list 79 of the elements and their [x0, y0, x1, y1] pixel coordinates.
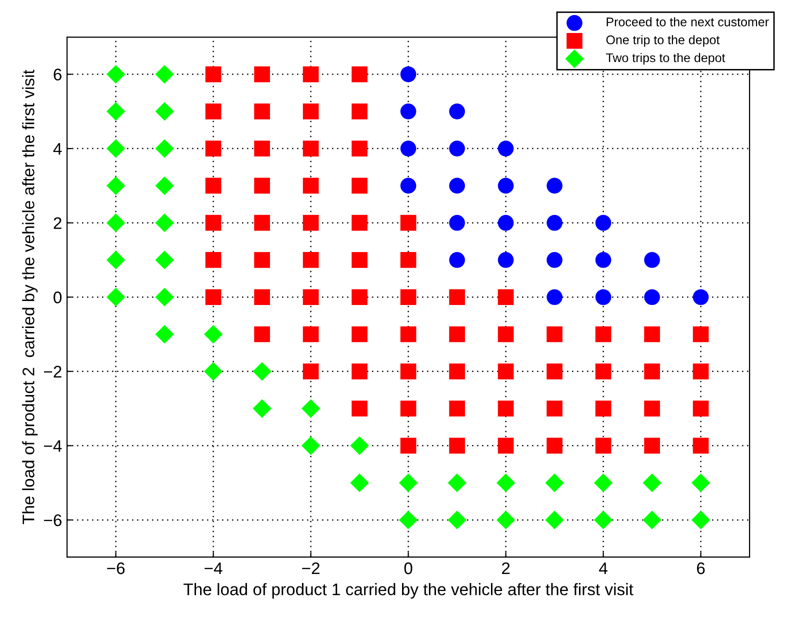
- point: [594, 474, 613, 492]
- x-tick-label: −2: [302, 562, 320, 574]
- y-tick-label: 0: [54, 292, 62, 304]
- point: [449, 252, 465, 268]
- point: [642, 474, 662, 492]
- point: [642, 510, 662, 530]
- point: [644, 289, 660, 306]
- point: [155, 176, 174, 196]
- point: [545, 474, 564, 492]
- point: [496, 510, 516, 530]
- point: [498, 252, 514, 268]
- point: [400, 66, 416, 82]
- point: [400, 104, 416, 120]
- y-tick-label: 6: [54, 68, 62, 80]
- y-tick-label: −4: [44, 440, 62, 452]
- point: [106, 214, 126, 232]
- point: [691, 474, 710, 492]
- legend-label: Proceed to the next customer: [606, 17, 769, 26]
- point: [448, 474, 466, 492]
- point: [155, 64, 174, 84]
- x-tick-label: 2: [502, 562, 510, 574]
- point: [301, 436, 320, 455]
- point: [496, 474, 516, 492]
- point: [204, 324, 223, 344]
- x-tick-label: 0: [404, 562, 412, 574]
- point: [106, 288, 126, 306]
- x-axis-title: The load of product 1 carried by the vehicle after the first visit: [184, 583, 634, 599]
- y-tick-label: −2: [44, 366, 62, 378]
- point: [498, 140, 514, 156]
- point: [498, 214, 514, 231]
- point: [644, 252, 660, 268]
- point: [155, 214, 174, 232]
- point: [155, 102, 174, 121]
- y-tick-label: 4: [53, 143, 62, 155]
- point: [545, 510, 564, 530]
- point: [204, 362, 223, 381]
- point: [155, 288, 174, 306]
- x-tick-label: 6: [697, 562, 705, 574]
- point: [155, 324, 174, 344]
- point: [350, 436, 369, 455]
- point: [350, 474, 369, 492]
- x-tick-label: 4: [599, 562, 608, 574]
- point: [546, 252, 562, 268]
- point: [595, 252, 612, 268]
- point: [106, 102, 126, 121]
- point: [595, 214, 612, 231]
- point: [448, 510, 466, 530]
- point: [449, 178, 465, 194]
- point: [546, 214, 562, 231]
- point: [400, 178, 416, 194]
- point: [449, 214, 465, 231]
- legend-label: Two trips to the depot: [606, 52, 726, 65]
- point: [106, 139, 126, 158]
- point: [498, 178, 514, 194]
- y-tick-label: 2: [54, 217, 62, 229]
- point: [155, 250, 174, 270]
- point: [301, 399, 320, 418]
- point: [400, 140, 416, 156]
- point: [398, 510, 418, 530]
- point: [252, 399, 272, 418]
- point: [691, 510, 710, 530]
- point: [155, 139, 174, 158]
- point: [546, 178, 562, 194]
- point: [449, 140, 465, 156]
- point: [106, 176, 126, 196]
- legend-label: One trip to the depot: [606, 35, 720, 47]
- point: [595, 289, 612, 306]
- x-tick-label: −6: [107, 562, 125, 574]
- point: [106, 64, 126, 84]
- point: [546, 289, 562, 306]
- point: [449, 104, 465, 120]
- y-axis-title: The load of product 2 carried by the vehicle after the first visit: [22, 70, 38, 524]
- point: [252, 362, 272, 381]
- point: [594, 510, 613, 530]
- y-tick-label: −6: [44, 514, 62, 526]
- point: [398, 474, 418, 492]
- x-tick-label: −4: [204, 562, 222, 574]
- point: [692, 289, 709, 306]
- point: [106, 250, 126, 270]
